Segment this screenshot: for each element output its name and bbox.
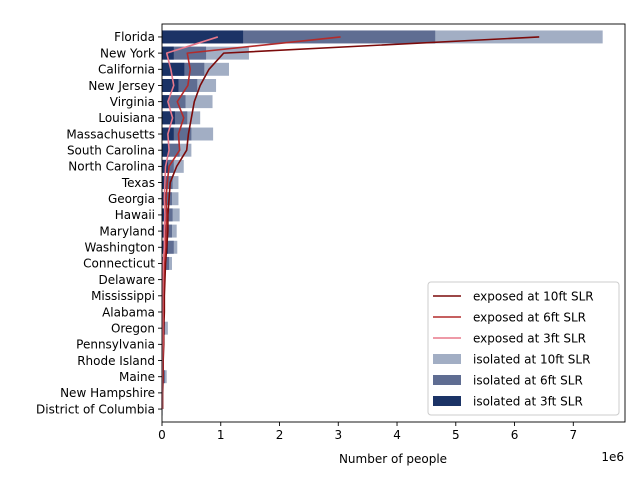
x-tick-label: 4	[393, 428, 401, 442]
y-tick-label: Washington	[84, 241, 155, 255]
legend: exposed at 10ft SLR exposed at 6ft SLR exp…	[428, 282, 619, 415]
y-tick-label: Georgia	[108, 192, 155, 206]
y-tick-label: Hawaii	[115, 208, 155, 222]
y-tick-label: New Hampshire	[60, 386, 155, 400]
x-tick-label: 5	[452, 428, 460, 442]
x-tick-label: 3	[334, 428, 342, 442]
x-tick-label: 2	[276, 428, 284, 442]
y-tick-label: Pennsylvania	[76, 338, 155, 352]
line-exposed-at-6ft-slr	[162, 37, 340, 409]
y-tick-label: New Jersey	[88, 79, 155, 93]
y-tick-label: North Carolina	[68, 160, 155, 174]
x-axis-label: Number of people	[339, 452, 447, 466]
legend-label-isolated-at-10ft-slr: isolated at 10ft SLR	[473, 352, 590, 366]
y-tick-label: District of Columbia	[36, 402, 155, 416]
y-tick-label: Louisiana	[98, 111, 155, 125]
legend-label-isolated-at-6ft-slr: isolated at 6ft SLR	[473, 373, 583, 387]
legend-label-isolated-at-3ft-slr: isolated at 3ft SLR	[473, 394, 583, 408]
y-tick-label: South Carolina	[67, 143, 155, 157]
legend-swatch-isolated-at-6ft-slr	[433, 375, 461, 385]
y-tick-label: Mississippi	[91, 289, 155, 303]
legend-swatch-isolated-at-3ft-slr	[433, 396, 461, 406]
y-tick-label: Delaware	[98, 273, 155, 287]
y-tick-label: New York	[100, 46, 155, 60]
y-tick-label: Massachusetts	[66, 127, 155, 141]
x-axis-offset-label: 1e6	[601, 450, 624, 464]
y-tick-label: Maine	[119, 370, 155, 384]
y-tick-label: Texas	[121, 176, 155, 190]
legend-label-exposed-at-3ft-slr: exposed at 3ft SLR	[473, 331, 586, 345]
y-tick-label: Oregon	[111, 321, 155, 335]
x-tick-label: 7	[569, 428, 577, 442]
line-exposed-at-3ft-slr	[162, 37, 218, 409]
legend-label-exposed-at-6ft-slr: exposed at 6ft SLR	[473, 310, 586, 324]
y-tick-label: Florida	[114, 30, 155, 44]
legend-label-exposed-at-10ft-slr: exposed at 10ft SLR	[473, 289, 594, 303]
y-tick-label: Virginia	[110, 95, 155, 109]
bar-isolated-at-3ft-slr-new-jersey	[162, 79, 178, 92]
y-tick-label: California	[98, 63, 155, 77]
y-tick-label: Connecticut	[83, 257, 155, 271]
bar-isolated-at-3ft-slr-california	[162, 63, 184, 76]
x-tick-label: 6	[511, 428, 519, 442]
y-tick-label: Rhode Island	[77, 354, 155, 368]
y-tick-label: Alabama	[102, 305, 155, 319]
legend-swatch-isolated-at-10ft-slr	[433, 354, 461, 364]
y-tick-label: Maryland	[99, 224, 155, 238]
x-tick-label: 1	[217, 428, 225, 442]
x-tick-label: 0	[158, 428, 166, 442]
